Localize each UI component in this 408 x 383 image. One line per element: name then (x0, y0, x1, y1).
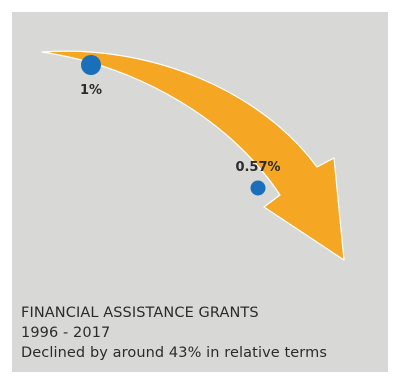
data-label-2017: 0.57% (235, 160, 280, 175)
data-label-1996: 1% (80, 83, 102, 98)
decline-arrow (41, 50, 345, 261)
chart-panel: 1% 0.57% FINANCIAL ASSISTANCE GRANTS 1996… (12, 12, 388, 372)
chart-subtitle: 1996 - 2017 (21, 325, 111, 341)
data-point-2017 (250, 180, 266, 196)
data-points: 1% 0.57% (80, 55, 281, 196)
chart-plot: 1% 0.57% (41, 50, 345, 261)
data-point-1996 (81, 55, 101, 75)
chart-annotation: Declined by around 43% in relative terms (21, 345, 327, 361)
chart-title: FINANCIAL ASSISTANCE GRANTS (21, 305, 259, 321)
chart-caption: FINANCIAL ASSISTANCE GRANTS 1996 - 2017 … (21, 303, 381, 363)
